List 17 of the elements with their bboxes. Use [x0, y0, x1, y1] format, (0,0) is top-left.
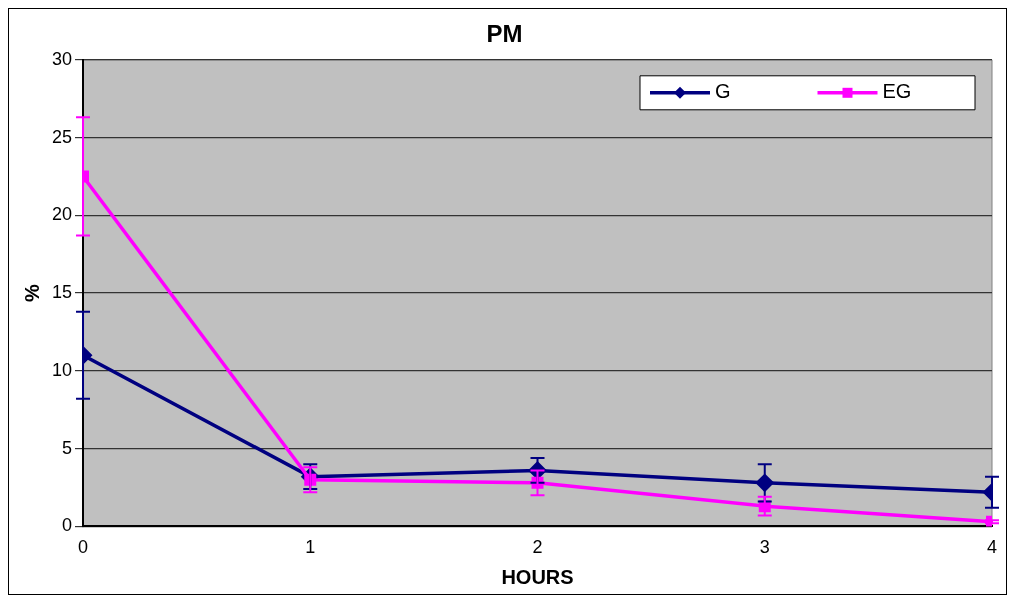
y-tick-label: 10: [51, 359, 73, 380]
x-axis-title: HOURS: [501, 565, 574, 588]
x-tick-label: 3: [759, 537, 770, 558]
y-axis-title: %: [20, 284, 43, 302]
y-tick-label: 20: [51, 204, 73, 225]
y-tick-label: 30: [51, 48, 73, 69]
legend-label: EG: [882, 80, 912, 103]
chart-title: PM: [486, 20, 523, 48]
legend-label: G: [715, 80, 731, 103]
y-tick-label: 5: [62, 437, 73, 458]
y-tick-label: 15: [51, 282, 73, 303]
x-tick-label: 1: [305, 537, 316, 558]
y-tick-label: 0: [62, 515, 73, 536]
x-tick-label: 0: [78, 537, 89, 558]
y-tick-label: 25: [51, 126, 73, 147]
x-tick-label: 2: [532, 537, 543, 558]
x-tick-label: 4: [986, 537, 998, 558]
